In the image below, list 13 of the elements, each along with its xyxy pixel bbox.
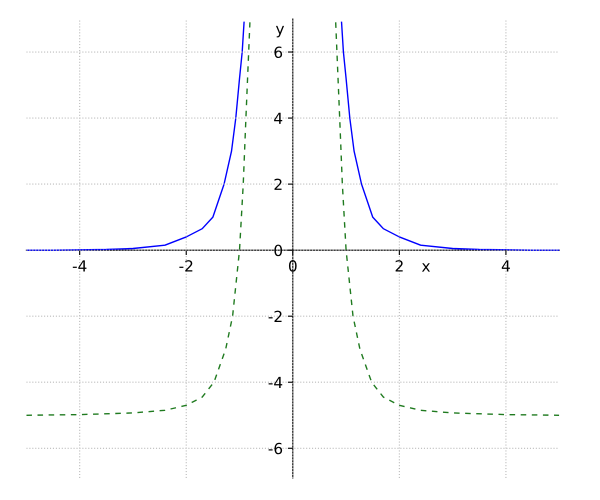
x-axis-title: x xyxy=(422,263,430,272)
x-tick-label: -2 xyxy=(179,260,192,272)
x-tick-label: -4 xyxy=(72,260,86,272)
x-tick-label: 0 xyxy=(288,260,297,272)
y-tick-label: -4 xyxy=(268,376,282,388)
y-tick-label: -6 xyxy=(268,442,282,454)
y-tick-label: 4 xyxy=(274,112,282,124)
x-tick-label: 4 xyxy=(502,260,510,272)
x-tick-label: 2 xyxy=(396,260,403,272)
y-tick-label: 2 xyxy=(274,178,282,190)
y-axis-title: y xyxy=(276,26,284,38)
y-tick-label: -2 xyxy=(268,310,282,322)
y-tick-label: 6 xyxy=(274,46,282,58)
